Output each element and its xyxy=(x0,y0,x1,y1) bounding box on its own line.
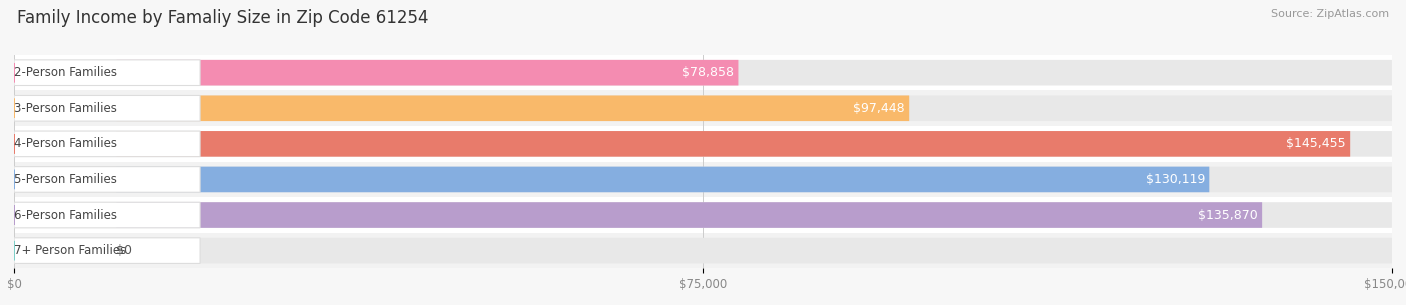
FancyBboxPatch shape xyxy=(14,131,200,157)
FancyBboxPatch shape xyxy=(0,126,1406,162)
FancyBboxPatch shape xyxy=(117,95,1392,121)
FancyBboxPatch shape xyxy=(0,233,1406,268)
FancyBboxPatch shape xyxy=(0,55,1406,91)
FancyBboxPatch shape xyxy=(117,131,1392,157)
FancyBboxPatch shape xyxy=(14,238,200,264)
FancyBboxPatch shape xyxy=(14,202,200,228)
FancyBboxPatch shape xyxy=(14,60,200,85)
FancyBboxPatch shape xyxy=(117,60,1392,85)
Text: $97,448: $97,448 xyxy=(853,102,905,115)
FancyBboxPatch shape xyxy=(117,202,1263,228)
Text: 3-Person Families: 3-Person Families xyxy=(14,102,117,115)
Text: 6-Person Families: 6-Person Families xyxy=(14,209,117,221)
FancyBboxPatch shape xyxy=(117,167,1209,192)
FancyBboxPatch shape xyxy=(0,162,1406,197)
Text: $145,455: $145,455 xyxy=(1286,137,1346,150)
FancyBboxPatch shape xyxy=(117,238,1392,264)
FancyBboxPatch shape xyxy=(14,95,200,121)
Text: Family Income by Famaliy Size in Zip Code 61254: Family Income by Famaliy Size in Zip Cod… xyxy=(17,9,429,27)
Text: 4-Person Families: 4-Person Families xyxy=(14,137,117,150)
FancyBboxPatch shape xyxy=(117,95,910,121)
FancyBboxPatch shape xyxy=(117,167,1392,192)
FancyBboxPatch shape xyxy=(117,60,738,85)
Text: $0: $0 xyxy=(117,244,132,257)
FancyBboxPatch shape xyxy=(117,131,1350,157)
Text: $130,119: $130,119 xyxy=(1146,173,1205,186)
FancyBboxPatch shape xyxy=(0,91,1406,126)
FancyBboxPatch shape xyxy=(14,167,200,192)
Text: $135,870: $135,870 xyxy=(1198,209,1258,221)
FancyBboxPatch shape xyxy=(0,197,1406,233)
Text: 5-Person Families: 5-Person Families xyxy=(14,173,117,186)
Text: Source: ZipAtlas.com: Source: ZipAtlas.com xyxy=(1271,9,1389,19)
Text: $78,858: $78,858 xyxy=(682,66,734,79)
Text: 7+ Person Families: 7+ Person Families xyxy=(14,244,127,257)
FancyBboxPatch shape xyxy=(117,202,1392,228)
Text: 2-Person Families: 2-Person Families xyxy=(14,66,117,79)
